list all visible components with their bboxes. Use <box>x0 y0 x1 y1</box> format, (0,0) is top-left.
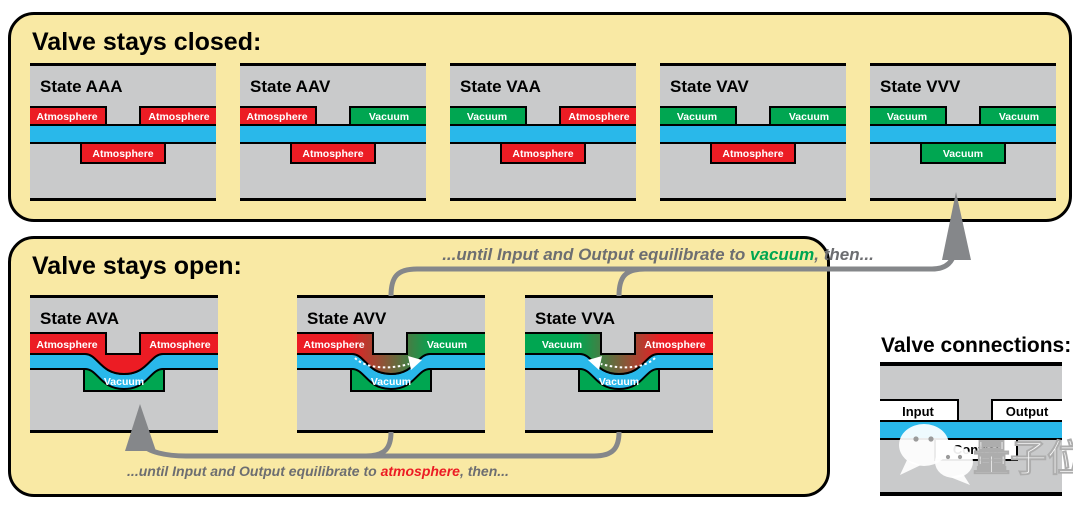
flow-arrowhead <box>408 356 422 370</box>
card-bottom-line <box>660 198 846 201</box>
control-port <box>290 142 376 164</box>
card-bottom-line <box>30 198 216 201</box>
open-panel-title: Valve stays open: <box>32 252 242 280</box>
input-port-label: Vacuum <box>677 111 717 123</box>
closed-panel-title: Valve stays closed: <box>32 28 262 56</box>
output-port-label: Atmosphere <box>149 339 210 351</box>
control-port <box>80 142 166 164</box>
control-port <box>710 142 796 164</box>
control-port <box>920 142 1006 164</box>
state-card-vva: State VVA Vacuum Atmosphere Vacuum <box>525 295 713 433</box>
membrane <box>30 124 216 144</box>
control-port-label: Atmosphere <box>512 148 573 160</box>
state-card-avv: State AVV Atmosphere Vacuum Vacuum <box>297 295 485 433</box>
control-port-label: Atmosphere <box>722 148 783 160</box>
watermark-text: 量子位 <box>973 438 1073 479</box>
control-port-label: Atmosphere <box>92 148 153 160</box>
state-card-ava: State AVA Atmosphere Atmosphere Vacuum <box>30 295 218 433</box>
state-title: State AAA <box>40 77 123 96</box>
card-bottom-line <box>297 430 485 433</box>
state-card-vvv: State VVV Vacuum Vacuum Vacuum <box>870 63 1056 201</box>
caption-prefix: ...until Input and Output equilibrate to <box>127 463 381 479</box>
control-port-label: Vacuum <box>599 376 639 388</box>
diagram-top-line <box>880 362 1062 366</box>
connections-title: Valve connections: <box>881 334 1072 357</box>
state-title: State VAV <box>670 77 749 96</box>
control-port <box>500 142 586 164</box>
card-top-line <box>870 63 1056 66</box>
watermark: 量子位 <box>893 418 1080 495</box>
card-bottom-line <box>870 198 1056 201</box>
state-card-vaa: State VAA Vacuum Atmosphere Atmosphere <box>450 63 636 201</box>
output-port-label: Atmosphere <box>568 111 629 123</box>
caption-suffix: , then... <box>814 245 874 264</box>
caption-suffix: , then... <box>459 463 509 479</box>
transition-caption-to-closed: ...until Input and Output equilibrate to… <box>408 245 908 265</box>
state-title: State VAA <box>460 77 541 96</box>
control-port-label: Atmosphere <box>302 148 363 160</box>
card-bottom-line <box>525 430 713 433</box>
output-port-label: Atmosphere <box>644 339 705 351</box>
output-port-label: Vacuum <box>427 339 467 351</box>
transition-caption-to-open: ...until Input and Output equilibrate to… <box>118 463 518 479</box>
membrane <box>660 124 846 144</box>
card-top-line <box>30 295 218 298</box>
state-title: State AAV <box>250 77 331 96</box>
card-top-line <box>450 63 636 66</box>
input-port-label: Atmosphere <box>36 111 97 123</box>
card-top-line <box>30 63 216 66</box>
card-bottom-line <box>450 198 636 201</box>
input-port-label: Vacuum <box>542 339 582 351</box>
state-card-vav: State VAV Vacuum Vacuum Atmosphere <box>660 63 846 201</box>
input-port-label: Vacuum <box>467 111 507 123</box>
caption-highlight-atmosphere: atmosphere <box>380 463 460 479</box>
state-title: State AVA <box>40 309 119 328</box>
channel-fluid <box>297 332 485 376</box>
output-port-label: Atmosphere <box>148 111 209 123</box>
output-port-label: Vacuum <box>369 111 409 123</box>
channel-fluid <box>525 332 713 376</box>
input-port-label: Vacuum <box>887 111 927 123</box>
state-title: State AVV <box>307 309 387 328</box>
card-bottom-line <box>240 198 426 201</box>
card-top-line <box>525 295 713 298</box>
output-port-label: Vacuum <box>999 111 1039 123</box>
flow-direction-arrow <box>600 357 656 369</box>
card-bottom-line <box>30 430 218 433</box>
card-top-line <box>240 63 426 66</box>
flow-direction-arrow <box>354 357 410 369</box>
membrane <box>450 124 636 144</box>
control-port-label: Vacuum <box>943 148 983 160</box>
state-title: State VVA <box>535 309 615 328</box>
channel-fluid <box>30 332 218 376</box>
membrane <box>870 124 1056 144</box>
output-port-label: Vacuum <box>789 111 829 123</box>
input-port-label: Atmosphere <box>246 111 307 123</box>
input-connection-label: Input <box>902 404 934 419</box>
wechat-icon <box>899 424 973 485</box>
state-card-aaa: State AAA Atmosphere Atmosphere Atmosphe… <box>30 63 216 201</box>
flow-arrowhead <box>588 356 602 370</box>
output-connection-label: Output <box>1006 404 1049 419</box>
control-port-label: Vacuum <box>104 376 144 388</box>
input-port-label: Atmosphere <box>303 339 364 351</box>
membrane <box>240 124 426 144</box>
control-port-label: Vacuum <box>371 376 411 388</box>
card-top-line <box>660 63 846 66</box>
card-top-line <box>297 295 485 298</box>
caption-prefix: ...until Input and Output equilibrate to <box>442 245 751 264</box>
diagram-bottom-line <box>880 492 1062 496</box>
state-title: State VVV <box>880 77 961 96</box>
state-card-aav: State AAV Atmosphere Vacuum Atmosphere <box>240 63 426 201</box>
caption-highlight-vacuum: vacuum <box>750 245 815 264</box>
input-port-label: Atmosphere <box>36 339 97 351</box>
